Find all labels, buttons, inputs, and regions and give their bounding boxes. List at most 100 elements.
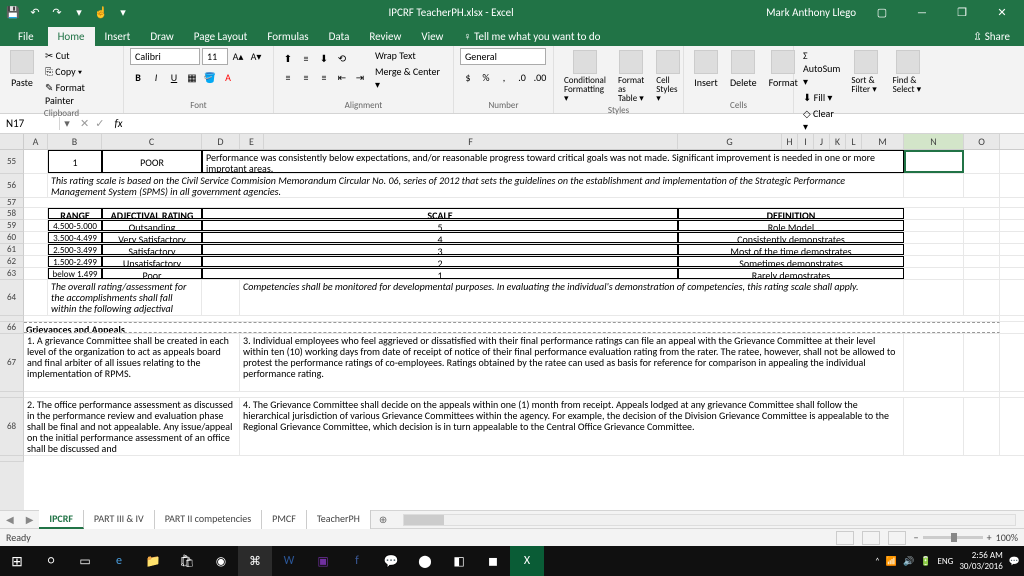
cell[interactable] [904,268,964,279]
select-all-corner[interactable] [0,134,24,149]
cell[interactable] [964,244,1000,255]
cell[interactable]: 1.500-2.499 [48,256,102,267]
cell[interactable]: Sometimes demonstrates [678,256,904,267]
format-table-button[interactable]: Format as Table ▾ [614,48,648,105]
cell[interactable]: 4.500-5.000 [48,220,102,231]
orientation-icon[interactable]: ⟲ [334,50,350,66]
wifi-icon[interactable]: 📶 [886,556,897,567]
comma-icon[interactable]: , [496,69,512,85]
tray-up-icon[interactable]: ˄ [875,556,880,567]
name-box[interactable]: N17 [0,117,60,130]
row-header-61[interactable]: 61 [0,244,24,256]
cell[interactable] [904,232,964,243]
tell-me-search[interactable]: ♀ Tell me what you want to do [453,27,959,46]
chrome-icon[interactable]: ◉ [204,546,238,576]
cell[interactable] [904,256,964,267]
align-center-icon[interactable]: ≡ [298,69,314,85]
sheet-tab-PART-II-competencies[interactable]: PART II competencies [155,510,262,529]
maximize-icon[interactable]: ❐ [948,0,976,24]
cell[interactable]: below 1.499 [48,268,102,279]
user-name[interactable]: Mark Anthony Llego [766,6,856,19]
volume-icon[interactable]: 🔊 [903,556,914,567]
underline-button[interactable]: U [166,69,182,85]
font-size-select[interactable] [202,48,228,65]
cell[interactable] [904,280,964,315]
cell[interactable]: 1 [202,268,678,279]
accept-formula-icon[interactable]: ✓ [95,117,104,130]
paste-button[interactable]: Paste [6,48,38,91]
cell[interactable]: ADJECTIVAL RATING [102,208,202,219]
ribbon-options-icon[interactable]: ▢ [868,0,896,24]
page-break-view-icon[interactable] [888,531,906,545]
cell[interactable] [24,316,1000,321]
excel-taskbar-icon[interactable]: X [510,546,544,576]
sheet-tab-PART-III-&-IV[interactable]: PART III & IV [84,510,155,529]
col-header-N[interactable]: N [904,134,964,149]
copy-button[interactable]: ⎘ Copy ▾ [42,64,117,79]
qat-customize-icon[interactable]: ▾ [114,3,132,21]
cell[interactable]: 3.500-4.499 [48,232,102,243]
share-button[interactable]: ⇫ Share [959,27,1024,46]
conditional-formatting-button[interactable]: Conditional Formatting ▾ [560,48,610,105]
cell[interactable] [964,268,1000,279]
row-header-[interactable] [0,456,24,462]
delete-cells-button[interactable]: Delete [726,48,761,91]
cell[interactable] [964,398,1000,455]
align-middle-icon[interactable]: ≡ [298,50,314,66]
col-header-C[interactable]: C [102,134,202,149]
col-header-J[interactable]: J [814,134,830,149]
name-box-dropdown-icon[interactable]: ▾ [60,117,74,130]
indent-dec-icon[interactable]: ⇤ [334,69,350,85]
cell[interactable]: Competencies shall be monitored for deve… [240,280,904,315]
cell[interactable]: Poor [102,268,202,279]
store-icon[interactable]: 🛍 [170,546,204,576]
zoom-level[interactable]: 100% [996,531,1018,544]
cell[interactable]: Performance was consistently below expec… [202,150,904,173]
sheet-tab-IPCRF[interactable]: IPCRF [39,510,84,529]
sheet-nav-prev-icon[interactable]: ◀ [0,513,20,526]
cell[interactable]: 4 [202,232,678,243]
app3-icon[interactable]: ◧ [442,546,476,576]
zoom-slider[interactable] [923,536,983,539]
bold-button[interactable]: B [130,69,146,85]
row-header-62[interactable]: 62 [0,256,24,268]
word-icon[interactable]: W [272,546,306,576]
cell[interactable]: Outsanding [102,220,202,231]
fill-color-button[interactable]: 🪣 [202,69,218,85]
row-header-64[interactable]: 64 [0,280,24,316]
cancel-formula-icon[interactable]: ✕ [80,117,89,130]
row-header-67[interactable]: 67 [0,334,24,392]
row-header-63[interactable]: 63 [0,268,24,280]
col-header-G[interactable]: G [678,134,782,149]
cell[interactable]: The overall rating/assessment for the ac… [48,280,202,315]
cell[interactable]: 1. A grievance Committee shall be create… [24,334,240,391]
edge-icon[interactable]: e [102,546,136,576]
clock[interactable]: 2:56 AM 30/03/2016 [959,550,1002,572]
tab-view[interactable]: View [411,27,453,46]
dec-decimal-icon[interactable]: .00 [532,69,548,85]
sort-filter-button[interactable]: Sort & Filter ▾ [847,48,884,96]
sheet-tab-PMCF[interactable]: PMCF [262,510,307,529]
language-indicator[interactable]: ENG [937,556,953,567]
cell[interactable]: Role Model [678,220,904,231]
cell[interactable] [24,174,48,197]
row-header-59[interactable]: 59 [0,220,24,232]
tab-page-layout[interactable]: Page Layout [184,27,258,46]
cell[interactable]: DEFINITION [678,208,904,219]
col-header-K[interactable]: K [830,134,846,149]
italic-button[interactable]: I [148,69,164,85]
tab-file[interactable]: File [4,27,48,46]
cut-button[interactable]: ✂ Cut [42,48,117,63]
cell[interactable]: 5 [202,220,678,231]
border-button[interactable]: ▦ [184,69,200,85]
decrease-font-icon[interactable]: A▾ [248,49,264,65]
undo-icon[interactable]: ↶ [26,3,44,21]
cell-styles-button[interactable]: Cell Styles ▾ [652,48,684,105]
task-view-icon[interactable]: ▭ [68,546,102,576]
add-sheet-button[interactable]: ⊕ [371,513,395,526]
app-icon[interactable]: ▣ [306,546,340,576]
cell[interactable] [24,256,48,267]
cell[interactable]: 4. The Grievance Committee shall decide … [240,398,904,455]
cell[interactable]: 2. The office performance assessment as … [24,398,240,455]
tab-formulas[interactable]: Formulas [257,27,318,46]
